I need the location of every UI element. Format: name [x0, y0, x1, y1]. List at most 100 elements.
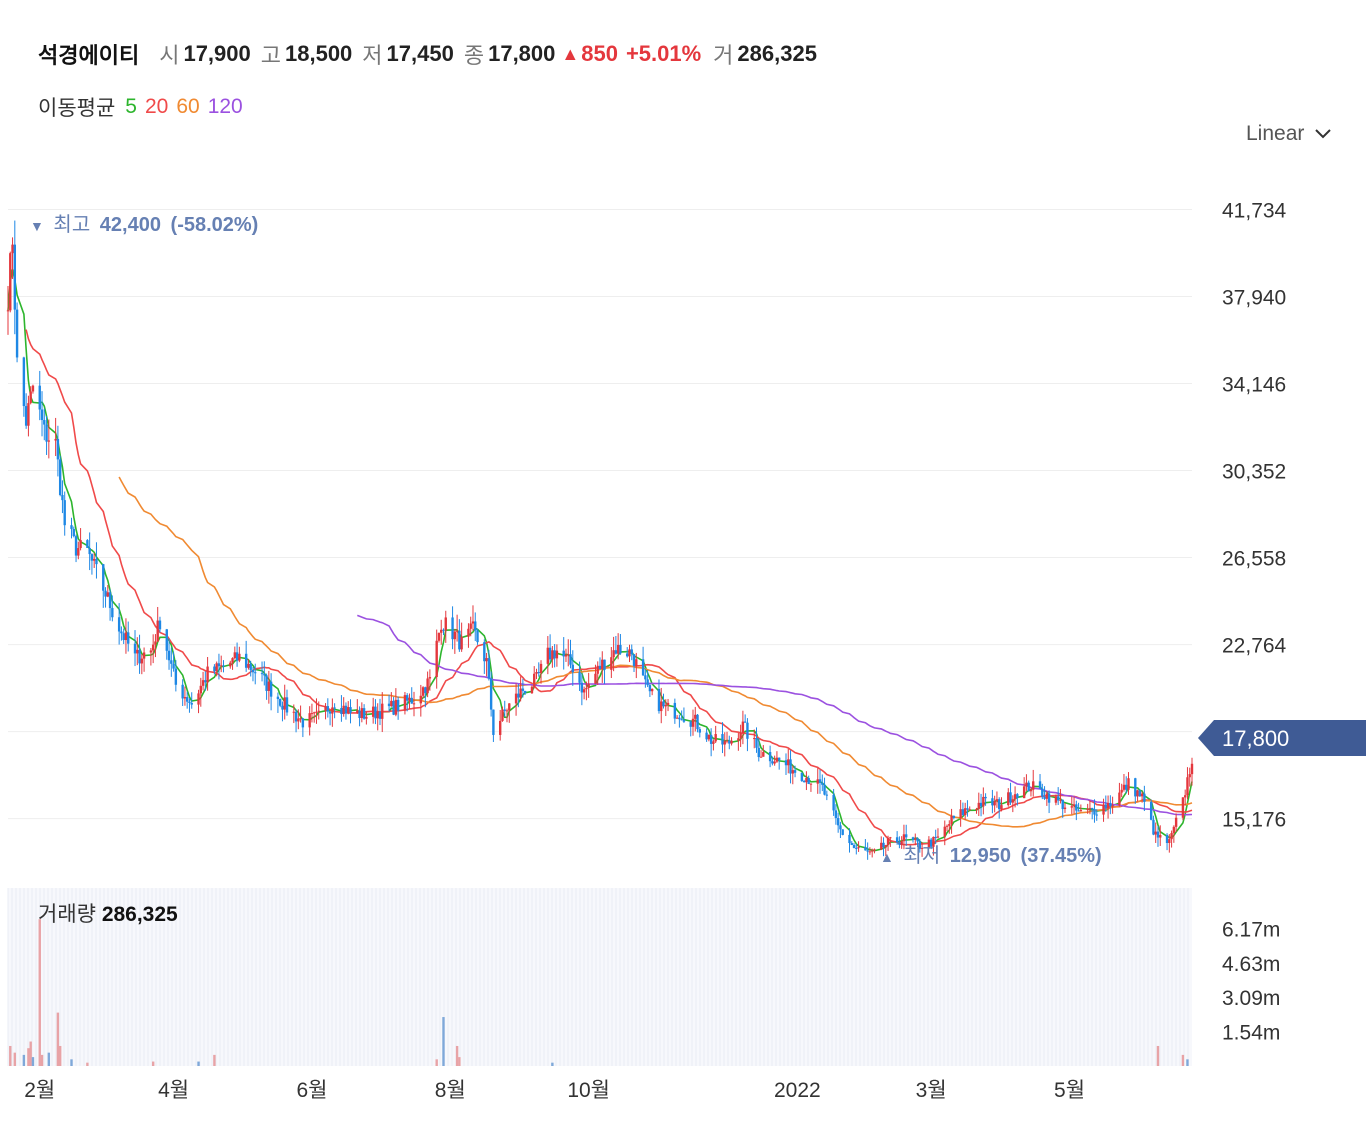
candle-body	[204, 680, 207, 683]
volume-tick-label: 6.17m	[1222, 919, 1280, 942]
candle-body	[768, 752, 772, 762]
candle-body	[963, 808, 967, 816]
ma-120-legend[interactable]: 120	[207, 95, 243, 118]
candle-body	[421, 687, 425, 696]
candle-body	[1029, 789, 1033, 792]
candle-body	[1045, 793, 1049, 799]
candle-body	[709, 734, 713, 744]
volume-panel-label: 거래량	[38, 903, 96, 926]
candle-body	[1190, 763, 1194, 775]
candle-body	[15, 309, 19, 358]
volume-label: 거	[713, 43, 734, 68]
candle-body	[562, 650, 565, 657]
candle-body	[1136, 790, 1139, 797]
candle-body	[857, 847, 860, 849]
candle-body	[381, 703, 384, 719]
candle-body	[1104, 804, 1108, 809]
candle-body	[170, 660, 173, 664]
candle-body	[691, 718, 695, 727]
candle-body	[1086, 808, 1089, 811]
candle-body	[117, 617, 121, 632]
candle-body	[571, 664, 574, 673]
candle-body	[310, 713, 314, 715]
scale-selector[interactable]: Linear	[1246, 122, 1332, 146]
candle-body	[635, 659, 638, 667]
candle-body	[739, 733, 742, 739]
price-tick-label: 30,352	[1222, 461, 1286, 484]
candle-body	[746, 722, 749, 739]
candle-body	[660, 701, 663, 712]
volume-tick-label: 4.63m	[1222, 953, 1280, 976]
candle-body	[961, 809, 965, 816]
candle-body	[646, 679, 649, 686]
candle-body	[596, 665, 599, 674]
candle-body	[1041, 788, 1044, 797]
candle-body	[517, 693, 520, 698]
candle-body	[6, 310, 10, 312]
candle-body	[492, 709, 495, 735]
candle-body	[1063, 807, 1067, 810]
candle-body	[982, 796, 985, 807]
price-tick-label: 22,764	[1222, 635, 1287, 658]
candle-body	[1111, 805, 1114, 807]
candle-body	[467, 628, 470, 637]
quote-header: 석경에이티 시 17,900 고 18,500 저 17,450 종 17,80…	[38, 36, 827, 72]
candle-body	[340, 707, 343, 715]
candle-body	[235, 652, 239, 661]
candle-body	[793, 770, 797, 773]
candle-body	[628, 649, 631, 657]
candle-body	[374, 706, 377, 719]
candle-body	[755, 738, 758, 748]
candle-body	[966, 808, 969, 810]
candle-body	[487, 658, 491, 679]
candle-body	[40, 409, 44, 421]
candlestick-series	[6, 220, 1194, 860]
candle-body	[707, 734, 711, 740]
svg-text:▲ 최저 12,950: ▲ 최저 12,950 (37.45%)	[880, 844, 1102, 867]
candle-body	[698, 729, 702, 733]
candle-body	[694, 714, 697, 719]
candle-body	[471, 621, 475, 624]
candle-body	[349, 707, 352, 713]
candle-body	[1149, 801, 1153, 820]
candle-body	[206, 666, 209, 683]
candle-body	[632, 654, 636, 667]
candle-body	[1032, 781, 1035, 790]
ma-20-legend[interactable]: 20	[144, 95, 169, 118]
candle-body	[183, 697, 187, 699]
candle-body	[916, 838, 919, 842]
candle-body	[86, 540, 89, 548]
candle-body	[580, 682, 584, 693]
candle-body	[991, 798, 994, 806]
candle-body	[533, 673, 536, 687]
candle-body	[675, 717, 679, 719]
low-annotation-value: 12,950	[950, 845, 1011, 867]
candle-body	[900, 841, 903, 845]
candle-body	[188, 701, 191, 703]
candle-body	[1088, 807, 1092, 809]
ma-60-legend[interactable]: 60	[176, 95, 200, 118]
low-annotation: ▲ 최저 12,950 (37.45%)	[880, 844, 1102, 867]
volume-bar	[86, 1062, 89, 1066]
candle-body	[390, 700, 393, 707]
candle-body	[79, 540, 82, 549]
candle-body	[244, 653, 248, 668]
current-price-value: 17,800	[1222, 726, 1289, 751]
candle-body	[1013, 794, 1017, 800]
candle-body	[934, 836, 937, 838]
volume-bar	[455, 1045, 459, 1066]
candle-body	[1056, 796, 1060, 801]
ma-5-legend[interactable]: 5	[125, 95, 137, 118]
price-grid	[8, 208, 1192, 820]
low-label: 저	[362, 43, 383, 68]
candle-body	[911, 837, 915, 840]
candle-body	[1106, 802, 1110, 809]
candle-body	[920, 847, 924, 849]
candle-body	[508, 703, 511, 711]
candle-body	[297, 718, 300, 722]
candle-body	[283, 697, 286, 710]
candle-body	[841, 829, 844, 835]
candle-body	[984, 796, 987, 799]
candle-body	[333, 707, 336, 709]
